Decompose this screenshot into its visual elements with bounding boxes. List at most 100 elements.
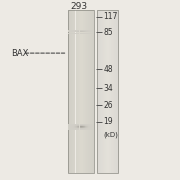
Text: 117: 117: [103, 12, 118, 21]
Bar: [118, 10, 119, 173]
Bar: [80, 124, 81, 125]
Bar: [84, 125, 85, 126]
Bar: [69, 124, 70, 125]
Bar: [82, 127, 83, 128]
Bar: [92, 126, 93, 127]
Bar: [92, 30, 93, 31]
Text: 19: 19: [103, 117, 113, 126]
Bar: [93, 126, 94, 127]
Bar: [84, 129, 85, 130]
Bar: [93, 10, 94, 173]
Text: 293: 293: [71, 2, 88, 11]
Bar: [74, 125, 75, 126]
Bar: [81, 33, 82, 34]
Bar: [82, 126, 83, 127]
Bar: [82, 129, 83, 130]
Bar: [79, 126, 80, 127]
Bar: [79, 128, 80, 129]
Bar: [89, 30, 90, 31]
Bar: [92, 125, 93, 126]
Bar: [84, 124, 85, 125]
Bar: [74, 129, 75, 130]
Bar: [107, 10, 108, 173]
Bar: [81, 129, 82, 130]
Bar: [73, 125, 74, 126]
Bar: [92, 124, 93, 125]
Bar: [69, 125, 70, 126]
Bar: [87, 126, 88, 127]
Bar: [84, 128, 85, 129]
Bar: [82, 128, 83, 129]
Bar: [70, 128, 71, 129]
Bar: [100, 10, 101, 173]
Bar: [114, 10, 115, 173]
Bar: [87, 127, 88, 128]
Bar: [68, 126, 69, 127]
Bar: [76, 10, 77, 173]
Bar: [74, 33, 75, 34]
Bar: [72, 30, 73, 31]
Bar: [75, 127, 76, 128]
Bar: [83, 33, 84, 34]
Bar: [111, 10, 112, 173]
Bar: [72, 128, 73, 129]
Bar: [85, 125, 86, 126]
Bar: [68, 125, 69, 126]
Bar: [93, 30, 94, 31]
Bar: [87, 30, 88, 31]
Bar: [81, 10, 82, 173]
Bar: [76, 125, 77, 126]
Bar: [73, 129, 74, 130]
Bar: [78, 128, 79, 129]
Bar: [86, 128, 87, 129]
Bar: [68, 127, 69, 128]
Bar: [93, 125, 94, 126]
Bar: [85, 33, 86, 34]
Bar: [70, 124, 71, 125]
Bar: [79, 125, 80, 126]
Bar: [81, 128, 82, 129]
Bar: [72, 10, 73, 173]
Bar: [80, 125, 81, 126]
Bar: [75, 125, 76, 126]
Bar: [72, 126, 73, 127]
Bar: [84, 127, 85, 128]
Bar: [90, 125, 91, 126]
Bar: [89, 128, 90, 129]
Bar: [90, 127, 91, 128]
Bar: [89, 125, 90, 126]
Bar: [79, 124, 80, 125]
Bar: [91, 125, 92, 126]
Bar: [72, 127, 73, 128]
Bar: [91, 127, 92, 128]
Bar: [68, 124, 69, 125]
Bar: [85, 30, 86, 31]
Bar: [86, 129, 87, 130]
Bar: [112, 10, 113, 173]
Bar: [89, 129, 90, 130]
Bar: [69, 33, 70, 34]
Bar: [73, 126, 74, 127]
Bar: [76, 127, 77, 128]
Bar: [76, 126, 77, 127]
Bar: [78, 30, 79, 31]
Bar: [74, 124, 75, 125]
Bar: [73, 124, 74, 125]
Bar: [77, 30, 78, 31]
Bar: [85, 129, 86, 130]
Bar: [115, 10, 116, 173]
Bar: [71, 10, 72, 173]
Bar: [73, 127, 74, 128]
Bar: [75, 128, 76, 129]
Bar: [68, 30, 69, 31]
Bar: [93, 128, 94, 129]
Bar: [92, 127, 93, 128]
Bar: [92, 33, 93, 34]
Bar: [113, 10, 114, 173]
Bar: [75, 33, 76, 34]
Text: 26: 26: [103, 101, 113, 110]
Bar: [91, 124, 92, 125]
Bar: [84, 10, 85, 173]
Bar: [76, 129, 77, 130]
Bar: [70, 127, 71, 128]
